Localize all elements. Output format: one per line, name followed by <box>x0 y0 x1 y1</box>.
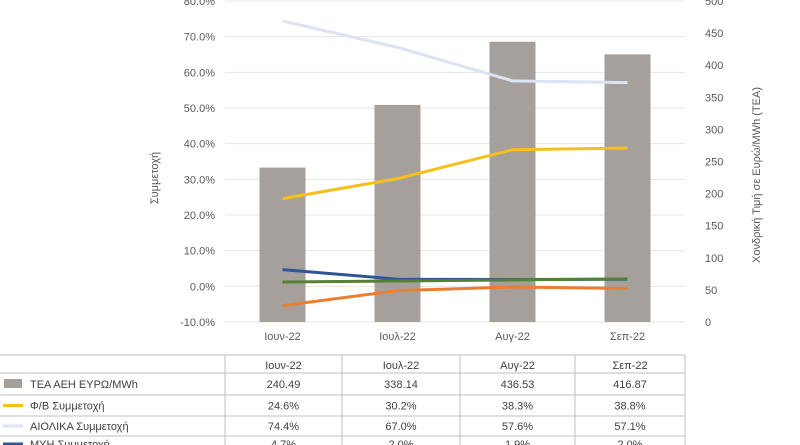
table-row-label: ΑΙΟΛΙΚΑ Συμμετοχή <box>30 421 129 433</box>
right-tick-label: 500 <box>705 0 723 8</box>
table-cell: 436.53 <box>501 379 535 391</box>
right-tick-label: 200 <box>705 189 723 201</box>
right-tick-label: 400 <box>705 60 723 72</box>
table-cell: 57.6% <box>502 421 533 433</box>
category-label: Σεπ-22 <box>610 331 645 343</box>
left-tick-label: 10.0% <box>184 246 215 258</box>
legend-key <box>4 379 22 388</box>
table-header-cell: Ιουλ-22 <box>383 360 420 372</box>
right-axis-ticks: 0 50 100 150 200 250 300 350 400 450 500 <box>705 0 723 329</box>
category-label: Αυγ-22 <box>495 331 530 343</box>
table-cell: 30.2% <box>385 401 416 413</box>
table-cell: 4.7% <box>271 439 296 445</box>
left-tick-label: 20.0% <box>184 210 215 222</box>
left-axis-title: Συμμετοχή <box>149 152 161 204</box>
right-tick-label: 450 <box>705 28 723 40</box>
table-row-label: Φ/Β Συμμετοχή <box>30 401 105 413</box>
bar <box>604 54 651 323</box>
table-row-label: ΤΕΑ ΑΕΗ ΕΥΡΩ/MWh <box>30 379 138 391</box>
category-axis-ticks: Ιουν-22 Ιουλ-22 Αυγ-22 Σεπ-22 <box>264 331 645 343</box>
table-header-cell: Ιουν-22 <box>265 360 302 372</box>
bar <box>374 104 421 322</box>
series-line <box>282 19 628 85</box>
right-tick-label: 300 <box>705 124 723 136</box>
table-cell: 74.4% <box>268 421 299 433</box>
right-tick-label: 100 <box>705 253 723 265</box>
right-tick-label: 50 <box>705 285 717 297</box>
left-tick-label: 40.0% <box>184 139 215 151</box>
table-cell: 2.0% <box>617 439 642 445</box>
left-axis-ticks: -10.0% 0.0% 10.0% 20.0% 30.0% 40.0% 50.0% 60.0%… <box>180 0 215 329</box>
right-axis-title: Χονδρική Τιμή σε Ευρώ/MWh (ΤΕΑ) <box>751 87 763 263</box>
category-label: Ιουν-22 <box>264 331 301 343</box>
table-cell: 1.9% <box>505 439 530 445</box>
left-tick-label: -10.0% <box>180 317 215 329</box>
series-line <box>282 146 628 201</box>
table-header-cell: Σεπ-22 <box>612 360 647 372</box>
table-row-label: ΜΥΗ Συμμετοχή <box>30 439 110 445</box>
table-cell: 38.3% <box>502 401 533 413</box>
table-cell: 24.6% <box>268 401 299 413</box>
table-cell: 38.8% <box>614 401 645 413</box>
left-tick-label: 0.0% <box>190 281 215 293</box>
right-tick-label: 150 <box>705 221 723 233</box>
table-cell: 2.0% <box>388 439 413 445</box>
bar <box>489 41 536 322</box>
data-table: Ιουν-22 Ιουλ-22 Αυγ-22 Σεπ-22 ΤΕΑ ΑΕΗ ΕΥΡΩ/M… <box>0 354 686 445</box>
left-tick-label: 70.0% <box>184 32 215 44</box>
right-tick-label: 250 <box>705 157 723 169</box>
table-cell: 416.87 <box>613 379 647 391</box>
table-cell: 57.1% <box>614 421 645 433</box>
series-line <box>282 285 628 308</box>
left-tick-label: 60.0% <box>184 67 215 79</box>
bar <box>259 167 306 322</box>
right-tick-label: 0 <box>705 317 711 329</box>
left-tick-label: 50.0% <box>184 103 215 115</box>
series-line <box>282 277 628 284</box>
category-label: Ιουλ-22 <box>379 331 416 343</box>
table-cell: 338.14 <box>384 379 418 391</box>
series-lines <box>282 19 628 308</box>
table-cell: 67.0% <box>385 421 416 433</box>
right-tick-label: 350 <box>705 92 723 104</box>
table-header-cell: Αυγ-22 <box>500 360 535 372</box>
bars <box>259 41 651 323</box>
left-tick-label: 30.0% <box>184 174 215 186</box>
table-cell: 240.49 <box>267 379 301 391</box>
left-tick-label: 80.0% <box>184 0 215 8</box>
